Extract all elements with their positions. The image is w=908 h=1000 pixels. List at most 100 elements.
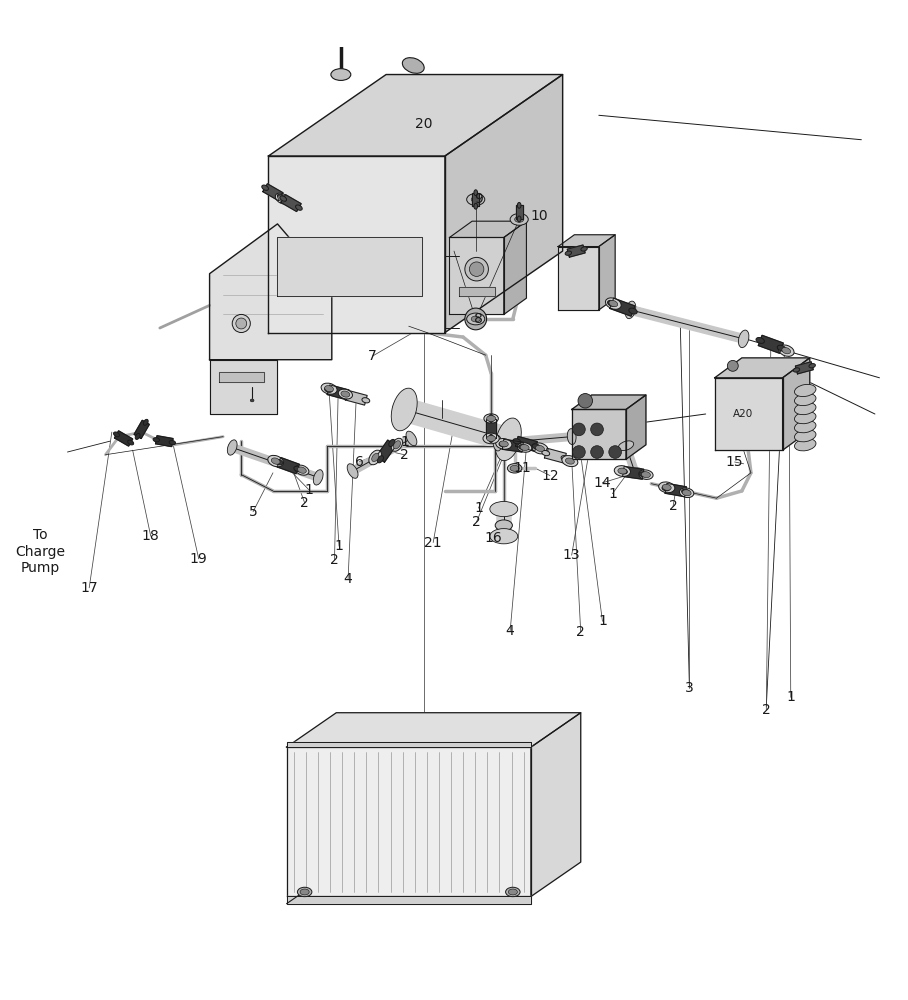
Ellipse shape xyxy=(566,458,574,464)
Text: 8: 8 xyxy=(474,312,483,326)
Polygon shape xyxy=(134,420,149,438)
Ellipse shape xyxy=(639,472,647,477)
Ellipse shape xyxy=(135,433,140,439)
Circle shape xyxy=(591,446,603,458)
Ellipse shape xyxy=(251,399,254,402)
Ellipse shape xyxy=(561,456,569,461)
Text: A20: A20 xyxy=(733,409,753,419)
Ellipse shape xyxy=(393,402,415,417)
Ellipse shape xyxy=(495,520,512,531)
Polygon shape xyxy=(262,184,283,201)
Text: 1: 1 xyxy=(474,501,483,515)
Ellipse shape xyxy=(508,464,522,473)
Ellipse shape xyxy=(262,185,269,190)
Ellipse shape xyxy=(777,345,785,351)
Text: 20: 20 xyxy=(415,117,433,131)
Ellipse shape xyxy=(331,28,350,40)
Ellipse shape xyxy=(484,414,498,423)
Polygon shape xyxy=(623,467,644,479)
Ellipse shape xyxy=(615,466,630,476)
Ellipse shape xyxy=(483,433,499,444)
Ellipse shape xyxy=(339,389,352,399)
Ellipse shape xyxy=(626,301,636,319)
Text: 2: 2 xyxy=(331,553,339,567)
Polygon shape xyxy=(287,713,581,747)
Ellipse shape xyxy=(518,202,521,208)
Ellipse shape xyxy=(489,501,518,517)
Polygon shape xyxy=(715,358,810,378)
Polygon shape xyxy=(449,237,504,314)
Ellipse shape xyxy=(662,484,671,490)
Ellipse shape xyxy=(510,465,519,471)
Text: 21: 21 xyxy=(424,536,442,550)
Text: 5: 5 xyxy=(249,505,257,519)
Ellipse shape xyxy=(295,465,309,475)
Ellipse shape xyxy=(513,439,520,444)
Circle shape xyxy=(469,262,484,276)
Ellipse shape xyxy=(794,412,816,424)
Text: 17: 17 xyxy=(81,581,98,595)
Text: 4: 4 xyxy=(344,572,352,586)
Text: 6: 6 xyxy=(354,455,363,469)
Polygon shape xyxy=(277,458,300,474)
Ellipse shape xyxy=(496,418,521,461)
Text: 1: 1 xyxy=(400,435,410,449)
Ellipse shape xyxy=(617,468,627,474)
Polygon shape xyxy=(459,287,495,296)
Ellipse shape xyxy=(794,430,816,442)
Polygon shape xyxy=(287,747,531,896)
Polygon shape xyxy=(449,221,527,237)
Ellipse shape xyxy=(298,467,306,473)
Text: 1: 1 xyxy=(786,690,795,704)
Ellipse shape xyxy=(331,69,350,80)
Ellipse shape xyxy=(275,459,282,465)
Polygon shape xyxy=(278,237,422,296)
Polygon shape xyxy=(327,385,349,400)
Ellipse shape xyxy=(344,392,351,397)
Ellipse shape xyxy=(347,464,358,478)
Ellipse shape xyxy=(489,529,518,544)
Circle shape xyxy=(578,394,593,408)
Ellipse shape xyxy=(321,383,337,394)
Ellipse shape xyxy=(782,347,791,354)
Polygon shape xyxy=(572,409,626,459)
Ellipse shape xyxy=(565,251,571,255)
Text: 18: 18 xyxy=(142,529,160,543)
Polygon shape xyxy=(114,431,133,446)
Polygon shape xyxy=(281,195,301,212)
Ellipse shape xyxy=(629,308,637,314)
Text: 1: 1 xyxy=(608,487,617,501)
Ellipse shape xyxy=(371,453,379,462)
Text: 2: 2 xyxy=(577,625,585,639)
Polygon shape xyxy=(572,395,646,409)
Text: To
Charge
Pump: To Charge Pump xyxy=(15,528,65,575)
Text: 14: 14 xyxy=(594,476,611,490)
Polygon shape xyxy=(210,360,278,414)
Ellipse shape xyxy=(298,887,311,897)
Polygon shape xyxy=(445,75,563,333)
Ellipse shape xyxy=(489,415,494,423)
Text: 2: 2 xyxy=(400,448,409,462)
Ellipse shape xyxy=(662,486,670,491)
Circle shape xyxy=(232,314,251,333)
Circle shape xyxy=(608,446,621,458)
Polygon shape xyxy=(758,335,784,353)
Polygon shape xyxy=(219,372,264,382)
Ellipse shape xyxy=(280,196,287,201)
Polygon shape xyxy=(155,436,173,447)
Ellipse shape xyxy=(342,393,350,398)
Ellipse shape xyxy=(389,439,395,447)
Ellipse shape xyxy=(313,470,323,485)
Ellipse shape xyxy=(606,298,621,309)
Text: 2: 2 xyxy=(301,496,309,510)
Text: 1: 1 xyxy=(335,539,343,553)
Ellipse shape xyxy=(618,441,634,451)
Polygon shape xyxy=(516,436,538,451)
Ellipse shape xyxy=(518,216,521,222)
Polygon shape xyxy=(558,235,615,247)
Ellipse shape xyxy=(607,300,616,306)
Text: 19: 19 xyxy=(190,552,208,566)
Polygon shape xyxy=(610,298,635,316)
Polygon shape xyxy=(504,221,527,314)
Ellipse shape xyxy=(658,482,675,493)
